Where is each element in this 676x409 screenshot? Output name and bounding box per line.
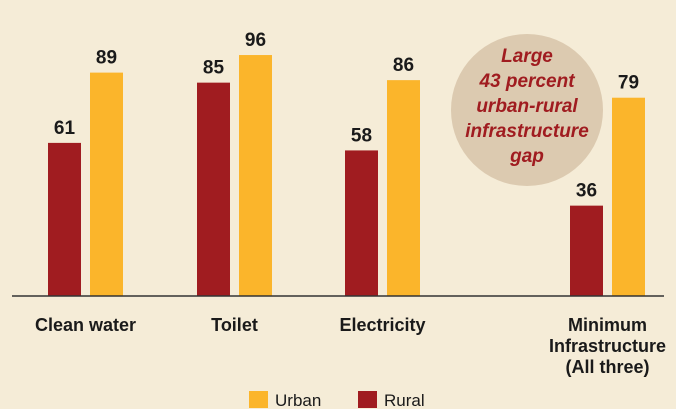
legend-swatch-rural (358, 391, 377, 408)
bar-urban (239, 55, 272, 296)
data-label-rural: 58 (351, 125, 372, 146)
bar-rural (197, 82, 230, 297)
data-label-urban: 79 (618, 73, 639, 94)
category-label: Clean water (35, 315, 136, 335)
callout-text-line: 43 percent (478, 71, 575, 92)
callout-bubble (451, 34, 603, 186)
callout-text-line: infrastructure (465, 121, 589, 142)
data-label-rural: 85 (203, 58, 225, 79)
data-label-rural: 36 (576, 181, 597, 202)
bar-rural (570, 205, 603, 296)
category-label: Infrastructure (549, 336, 666, 356)
bar-rural (345, 150, 378, 296)
bar-urban (90, 72, 123, 296)
category-label: Minimum (568, 315, 647, 335)
legend-label-rural: Rural (384, 391, 425, 409)
category-label: (All three) (565, 357, 649, 377)
data-label-urban: 96 (245, 30, 266, 51)
bar-urban (387, 80, 420, 296)
category-label: Toilet (211, 315, 258, 335)
callout-text-line: urban-rural (476, 96, 578, 117)
category-label: Electricity (339, 315, 425, 335)
callout-text-line: gap (509, 146, 544, 167)
data-label-urban: 89 (96, 48, 117, 69)
bar-urban (612, 97, 645, 297)
callout-text-line: Large (501, 46, 553, 67)
bar-rural (48, 142, 81, 296)
data-label-rural: 61 (54, 118, 76, 139)
legend-label-urban: Urban (275, 391, 321, 409)
legend-swatch-urban (249, 391, 268, 408)
data-label-urban: 86 (393, 55, 414, 76)
